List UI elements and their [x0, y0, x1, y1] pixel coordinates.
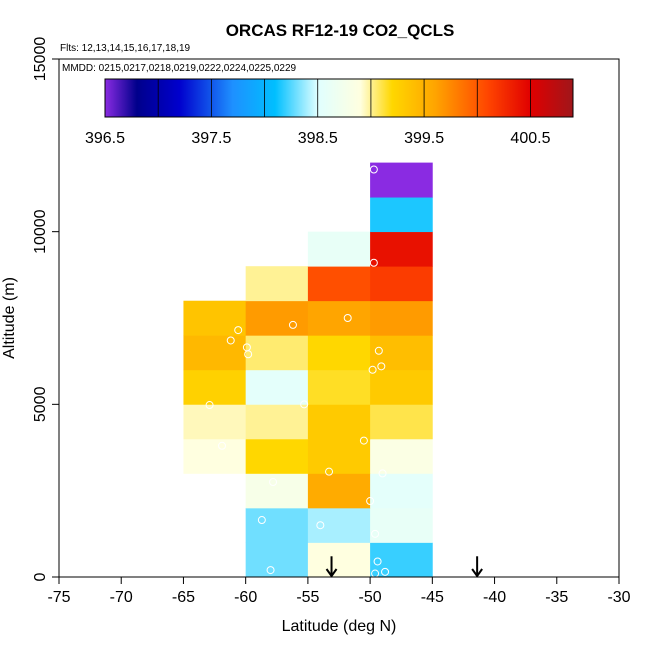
marker-arrows: [325, 556, 483, 578]
colorbar-tick-label: 396.5: [85, 130, 125, 147]
chart-title: ORCAS RF12-19 CO2_QCLS: [226, 21, 455, 40]
heatmap-cell: [307, 507, 371, 543]
heatmap-cell: [370, 542, 433, 578]
sample-point: [218, 441, 227, 450]
sample-point: [377, 362, 386, 371]
sample-point: [325, 467, 334, 476]
sample-point: [359, 436, 368, 445]
y-tick-label: 0: [32, 572, 49, 581]
sample-point: [257, 516, 266, 525]
x-axis-label: Latitude (deg N): [282, 618, 397, 635]
heatmap-cell: [370, 473, 433, 509]
heatmap-cell: [370, 300, 433, 336]
sample-point: [266, 566, 275, 575]
heatmap-cell: [245, 300, 309, 336]
sample-point: [369, 258, 378, 267]
dates-note: MMDD: 0215,0217,0218,0219,0222,0224,0225…: [62, 63, 297, 74]
heatmap-cell: [370, 197, 433, 233]
sample-point: [300, 400, 309, 409]
sample-point: [378, 469, 387, 478]
y-tick-label: 10000: [32, 209, 49, 254]
x-tick-label: -70: [110, 589, 133, 606]
heatmap-cell: [245, 369, 309, 405]
heatmap-cell: [245, 335, 309, 371]
colorbar-tick-label: 398.5: [298, 130, 338, 147]
heatmap-cell: [245, 438, 309, 474]
y-tick-label: 5000: [32, 386, 49, 422]
heatmap-cell: [370, 404, 433, 440]
heatmap-cell: [307, 473, 371, 509]
heatmap-cell: [307, 231, 371, 267]
flights-note: Flts: 12,13,14,15,16,17,18,19: [60, 43, 191, 54]
heatmap-cell: [245, 542, 309, 578]
heatmap-cell: [183, 300, 247, 336]
heatmap-cell: [370, 335, 433, 371]
x-tick-label: -55: [296, 589, 319, 606]
x-tick-label: -40: [483, 589, 506, 606]
heatmap-cell: [183, 335, 247, 371]
sample-point: [316, 521, 325, 530]
heatmap-cell: [307, 335, 371, 371]
heatmap-cells: [183, 162, 433, 578]
sample-point: [205, 401, 214, 410]
sample-point: [288, 320, 297, 329]
heatmap-cell: [245, 507, 309, 543]
colorbar-ticks: 396.5 397.5 398.5 399.5 400.5: [85, 79, 551, 147]
heatmap-cell: [307, 542, 371, 578]
sample-points: [205, 165, 390, 578]
sample-point: [373, 557, 382, 566]
heatmap-cell: [370, 266, 433, 302]
arrow-head: [471, 568, 483, 578]
x-tick-label: -50: [359, 589, 382, 606]
colorbar: 396.5 397.5 398.5 399.5 400.5: [85, 78, 574, 147]
sample-point: [343, 314, 352, 322]
heatmap-cell: [307, 300, 371, 336]
heatmap-cell: [183, 404, 247, 440]
y-axis: 0 5000 10000 15000: [32, 37, 59, 581]
heatmap-cell: [245, 404, 309, 440]
heatmap-cell: [370, 369, 433, 405]
heatmap-cell: [307, 369, 371, 405]
heatmap-cell: [307, 404, 371, 440]
y-axis-label: Altitude (m): [1, 277, 18, 359]
heatmap-cell: [370, 231, 433, 267]
x-axis: -75 -70 -65 -60 -55 -50 -45 -40 -35 -30: [47, 576, 631, 606]
colorbar-tick-label: 397.5: [191, 130, 231, 147]
x-tick-label: -75: [47, 589, 70, 606]
sample-point: [366, 497, 375, 506]
heatmap-cell: [307, 266, 371, 302]
sample-point: [371, 529, 380, 538]
sample-point: [374, 346, 383, 355]
heatmap-cell: [307, 438, 371, 474]
heatmap-cell: [370, 507, 433, 543]
sample-point: [368, 365, 377, 374]
arrow-head: [325, 568, 338, 578]
heatmap-cell: [370, 162, 433, 198]
x-tick-label: -60: [234, 589, 257, 606]
heatmap-cell: [245, 473, 309, 509]
x-tick-label: -35: [545, 589, 568, 606]
x-tick-label: -65: [172, 589, 195, 606]
heatmap-cell: [245, 266, 309, 302]
sample-point: [234, 326, 243, 335]
y-tick-label: 15000: [32, 37, 49, 82]
sample-point: [381, 567, 390, 576]
sample-point: [244, 350, 253, 359]
heatmap-cell: [183, 369, 247, 405]
colorbar-gradient: [104, 78, 574, 118]
x-tick-label: -30: [607, 589, 630, 606]
sample-point: [269, 478, 278, 487]
colorbar-tick-label: 399.5: [404, 130, 444, 147]
sample-point: [226, 336, 235, 345]
heatmap-cell: [183, 438, 247, 474]
heatmap-cell: [370, 438, 433, 474]
x-tick-label: -45: [421, 589, 444, 606]
sample-point: [369, 165, 378, 174]
colorbar-tick-label: 400.5: [510, 130, 550, 147]
